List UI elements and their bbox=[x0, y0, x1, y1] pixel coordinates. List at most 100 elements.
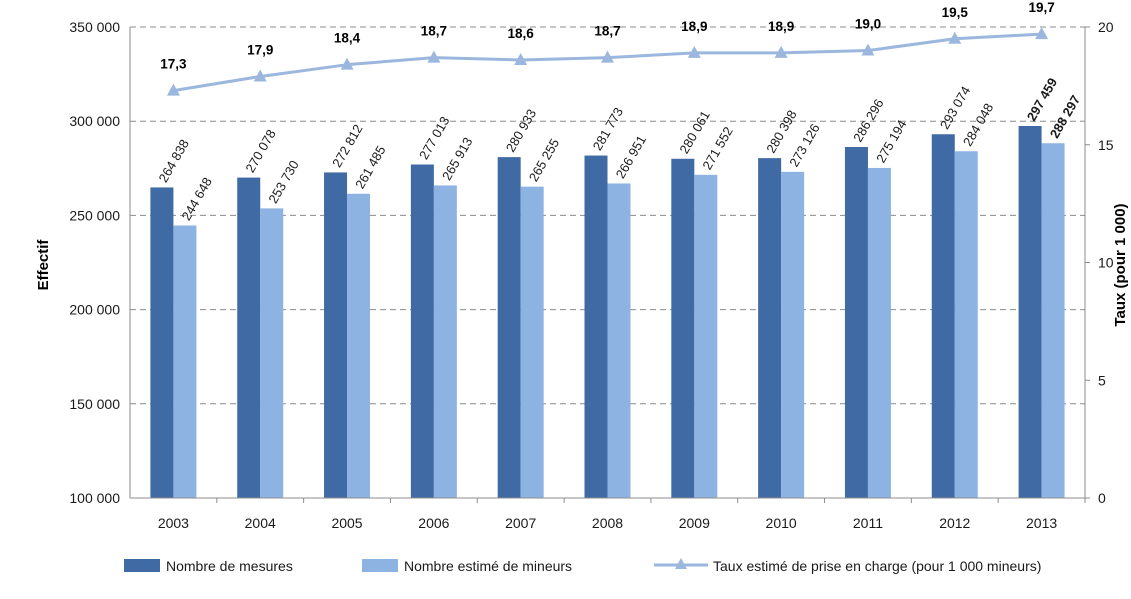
bar-label-mineurs: 275 194 bbox=[873, 117, 909, 165]
bar-label-mesures: 280 933 bbox=[503, 106, 539, 154]
y2-tick-label: 20 bbox=[1098, 19, 1114, 35]
y-tick-label: 250 000 bbox=[69, 207, 120, 223]
y-tick-label: 200 000 bbox=[69, 302, 120, 318]
rate-data-labels: 17,3 17,9 18,4 18,7 18,6 18,7 18,9 18,9 19,0 19,5… bbox=[160, 0, 1054, 72]
bar-mineurs bbox=[347, 193, 371, 498]
y2-tick-label: 15 bbox=[1098, 137, 1114, 153]
legend-label-taux: Taux estimé de prise en charge (pour 1 0… bbox=[713, 558, 1041, 574]
bar-mineurs bbox=[433, 185, 457, 498]
rate-label: 18,7 bbox=[594, 24, 620, 39]
bar-label-mesures: 293 074 bbox=[937, 84, 973, 132]
rate-label: 19,7 bbox=[1028, 0, 1054, 15]
rate-label: 18,6 bbox=[508, 26, 535, 41]
x-tick-label: 2003 bbox=[158, 515, 189, 531]
legend-swatch-mesures bbox=[124, 559, 160, 572]
y-axis-ticks: 100 000 150 000 200 000 250 000 300 000 350 0… bbox=[69, 19, 120, 506]
bar-mesures bbox=[410, 164, 434, 498]
rate-marker bbox=[687, 45, 701, 58]
rate-marker bbox=[774, 45, 788, 58]
bar-label-mesures: 281 773 bbox=[590, 105, 626, 153]
bars bbox=[150, 125, 1065, 499]
rate-marker bbox=[948, 31, 962, 44]
y-tick-label: 150 000 bbox=[69, 396, 120, 412]
y2-axis-title: Taux (pour 1 000) bbox=[1112, 203, 1129, 326]
rate-label: 19,5 bbox=[942, 5, 969, 20]
rate-line bbox=[166, 27, 1049, 96]
bar-mineurs bbox=[781, 171, 805, 498]
y-tick-label: 100 000 bbox=[69, 490, 120, 506]
bar-mesures bbox=[1018, 125, 1042, 498]
x-tick-label: 2008 bbox=[592, 515, 623, 531]
rate-marker bbox=[340, 57, 354, 70]
rate-label: 17,9 bbox=[247, 42, 273, 57]
bar-label-mineurs: 271 552 bbox=[699, 124, 735, 172]
bar-mesures bbox=[237, 177, 261, 498]
rate-marker bbox=[427, 50, 441, 63]
rate-label: 18,9 bbox=[681, 19, 707, 34]
bar-mineurs bbox=[260, 208, 284, 498]
bar-mesures bbox=[671, 158, 695, 498]
bar-label-mineurs: 266 951 bbox=[613, 133, 649, 181]
bar-mesures bbox=[324, 172, 348, 499]
bar-mesures bbox=[150, 187, 174, 499]
bar-mesures bbox=[844, 147, 868, 498]
bar-label-mineurs: 265 913 bbox=[439, 135, 475, 183]
x-tick-label: 2013 bbox=[1026, 515, 1057, 531]
rate-label: 17,3 bbox=[160, 57, 187, 72]
bar-mineurs bbox=[173, 225, 197, 499]
bar-label-mesures: 286 296 bbox=[850, 96, 886, 144]
bar-label-mineurs: 284 048 bbox=[960, 101, 996, 149]
bar-mesures bbox=[758, 158, 782, 498]
bar-mesures bbox=[584, 155, 608, 498]
bar-label-mineurs: 288 297 bbox=[1047, 93, 1083, 141]
bar-label-mineurs: 244 648 bbox=[179, 175, 215, 223]
x-tick-label: 2004 bbox=[245, 515, 276, 531]
y2-axis-ticks: 0 5 10 15 20 bbox=[1085, 19, 1114, 506]
bar-label-mineurs: 265 255 bbox=[526, 136, 562, 184]
bar-mineurs bbox=[694, 174, 718, 499]
rate-marker bbox=[601, 50, 614, 63]
bar-label-mesures: 272 812 bbox=[329, 122, 365, 170]
gridlines bbox=[130, 26, 1085, 405]
x-tick-label: 2007 bbox=[505, 515, 536, 531]
bar-mineurs bbox=[954, 151, 978, 498]
y2-tick-label: 0 bbox=[1098, 490, 1106, 506]
rate-marker bbox=[253, 69, 267, 82]
x-tick-label: 2010 bbox=[766, 515, 797, 531]
y-tick-label: 300 000 bbox=[69, 113, 120, 129]
x-tick-label: 2011 bbox=[853, 515, 883, 531]
bar-mineurs bbox=[520, 186, 544, 498]
bar-label-mineurs: 253 730 bbox=[265, 158, 301, 206]
bar-mineurs bbox=[607, 183, 631, 499]
x-axis-ticks: 2003 2004 2005 2006 2007 2008 2009 2010 2011 2012… bbox=[158, 498, 1086, 531]
bar-mesures bbox=[497, 157, 521, 498]
legend-label-mineurs: Nombre estimé de mineurs bbox=[404, 558, 572, 574]
rate-label: 19,0 bbox=[855, 17, 881, 32]
bar-label-mesures: 297 459 bbox=[1024, 75, 1060, 123]
bar-label-mineurs: 261 485 bbox=[352, 143, 388, 191]
y-axis-title: Effectif bbox=[35, 239, 52, 291]
x-tick-label: 2005 bbox=[331, 515, 362, 531]
x-tick-label: 2006 bbox=[418, 515, 449, 531]
x-tick-label: 2009 bbox=[679, 515, 710, 531]
x-tick-label: 2012 bbox=[939, 515, 970, 531]
bar-label-mesures: 270 078 bbox=[242, 127, 278, 175]
rate-marker bbox=[861, 43, 875, 56]
y2-tick-label: 10 bbox=[1098, 255, 1114, 271]
rate-label: 18,4 bbox=[334, 31, 361, 46]
bar-label-mesures: 264 838 bbox=[156, 137, 192, 185]
bar-mineurs bbox=[1041, 143, 1065, 498]
y-tick-label: 350 000 bbox=[69, 19, 120, 35]
bar-mesures bbox=[931, 134, 955, 498]
y2-tick-label: 5 bbox=[1098, 372, 1106, 388]
legend-marker-taux bbox=[675, 558, 687, 569]
rate-label: 18,7 bbox=[421, 24, 447, 39]
legend-swatch-mineurs bbox=[362, 559, 398, 572]
rate-marker bbox=[166, 83, 180, 96]
legend-label-mesures: Nombre de mesures bbox=[166, 558, 293, 574]
rate-marker bbox=[514, 52, 528, 65]
rate-label: 18,9 bbox=[768, 19, 794, 34]
rate-marker bbox=[1035, 27, 1049, 40]
